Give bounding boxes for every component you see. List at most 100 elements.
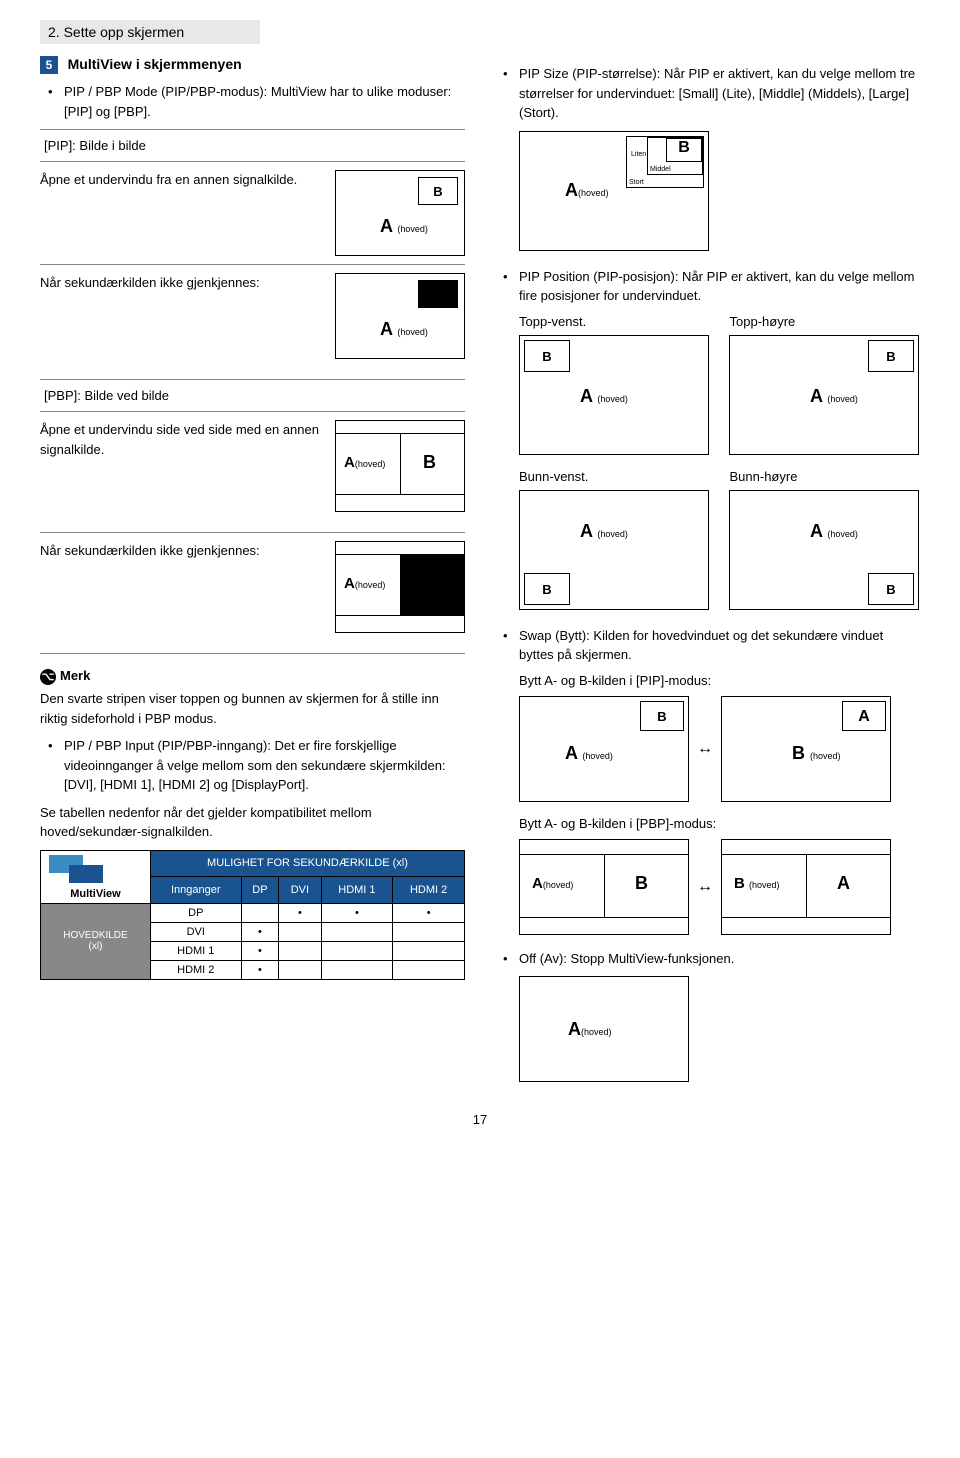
b-label: B (886, 582, 895, 597)
pos-bl-diagram: A (hoved) B (519, 490, 709, 610)
table-cell (393, 960, 465, 979)
b-label: B (542, 349, 551, 364)
middel-label: Middel (650, 166, 671, 173)
b-label: B (542, 582, 551, 597)
b-label: B (657, 709, 666, 724)
liten-label: Liten (631, 151, 646, 158)
pip-diagram-nosource: A (hoved) (335, 273, 465, 359)
pos-bl-label: Bunn-venst. (519, 469, 710, 484)
swap-pip-a: B A (hoved) (519, 696, 689, 802)
pos-tl-label: Topp-venst. (519, 314, 710, 329)
swap-arrow: ↔ (697, 878, 713, 896)
a-label: A (568, 1019, 581, 1039)
note-icon: ⌥ (40, 669, 56, 685)
a-label: A (810, 521, 822, 541)
swap-arrow: ↔ (697, 740, 713, 758)
col-hdmi1: HDMI 1 (321, 877, 393, 904)
col-dp: DP (241, 877, 279, 904)
step-row: 5 MultiView i skjermmenyen (40, 56, 465, 74)
hoved-label: (hoved) (543, 880, 574, 890)
table-cell (279, 922, 321, 941)
table-cell (279, 941, 321, 960)
note-body: Den svarte stripen viser toppen og bunne… (40, 689, 465, 728)
compat-intro: Se tabellen nedenfor når det gjelder kom… (40, 803, 465, 842)
hoved-label: (hoved) (597, 394, 628, 404)
note-title: Merk (60, 668, 90, 683)
pos-tr-label: Topp-høyre (730, 314, 921, 329)
compat-table: MultiView MULIGHET FOR SEKUNDÆRKILDE (xl… (40, 850, 465, 980)
hoved-label: (hoved) (597, 529, 628, 539)
table-cell: • (279, 903, 321, 922)
a-label: A (380, 319, 392, 339)
note-heading: ⌥ Merk (40, 668, 465, 685)
pos-br-label: Bunn-høyre (730, 469, 921, 484)
table-cell: • (241, 960, 279, 979)
row-name: HDMI 2 (150, 960, 241, 979)
hoved-label: (hoved) (827, 529, 858, 539)
b-label: B (423, 452, 436, 473)
step-badge: 5 (40, 56, 58, 74)
a-label: A (810, 386, 822, 406)
table-cell: • (321, 903, 393, 922)
table-cell (279, 960, 321, 979)
pbp-input-text: PIP / PBP Input (PIP/PBP-inngang): Det e… (40, 736, 465, 795)
a-label: A (837, 873, 850, 894)
swap-pbp-b: B (hoved) A (721, 839, 891, 935)
swap-pbp-label: Bytt A- og B-kilden i [PBP]-modus: (519, 816, 920, 831)
step-title: MultiView i skjermmenyen (68, 56, 242, 72)
table-cell (321, 960, 393, 979)
a-label: A (565, 743, 577, 763)
hoved-label: (hoved) (397, 327, 428, 337)
swap-text: Swap (Bytt): Kilden for hovedvinduet og … (495, 626, 920, 665)
a-label: A (580, 521, 592, 541)
a-label: A (580, 386, 592, 406)
pip-diagram-normal: B A (hoved) (335, 170, 465, 256)
section-header: 2. Sette opp skjermen (40, 20, 260, 44)
table-cell (241, 903, 279, 922)
row-name: DP (150, 903, 241, 922)
table-cell: • (241, 941, 279, 960)
table-cell: • (393, 903, 465, 922)
right-column: PIP Size (PIP-størrelse): Når PIP er akt… (495, 56, 920, 1082)
a-label: A (380, 216, 392, 236)
a-label: A (858, 708, 870, 725)
innganger-header: Innganger (150, 877, 241, 904)
b-label: B (734, 875, 745, 892)
b-label: B (792, 743, 805, 763)
pbp-diagram-nosource: A(hoved) (335, 541, 465, 633)
open-subwindow-text: Åpne et undervindu fra en annen signalki… (40, 170, 325, 190)
a-label: A (532, 875, 543, 892)
b-label: B (433, 184, 442, 199)
hoved-label: (hoved) (749, 880, 780, 890)
pos-tr-diagram: B A (hoved) (729, 335, 919, 455)
b-label: B (886, 349, 895, 364)
off-text: Off (Av): Stopp MultiView-funksjonen. (495, 949, 920, 969)
swap-pip-b: A B (hoved) (721, 696, 891, 802)
table-cell: • (241, 922, 279, 941)
hoved-label: (hoved) (355, 580, 386, 590)
no-source-text: Når sekundærkilden ikke gjenkjennes: (40, 273, 325, 293)
pip-pbp-mode-text: PIP / PBP Mode (PIP/PBP-modus): MultiVie… (40, 82, 465, 121)
hovedkilde-label: HOVEDKILDE (45, 930, 146, 941)
hoved-label: (hoved) (355, 459, 386, 469)
row-name: HDMI 1 (150, 941, 241, 960)
pbp-label: [PBP]: Bilde ved bilde (44, 388, 465, 403)
page-number: 17 (40, 1112, 920, 1127)
table-header: MULIGHET FOR SEKUNDÆRKILDE (xl) (150, 850, 464, 877)
a-label: A (344, 454, 355, 471)
multiview-cell: MultiView (45, 888, 146, 900)
off-diagram: A(hoved) (519, 976, 689, 1082)
b-label: B (635, 873, 648, 894)
a-label: A (344, 575, 355, 592)
no-source-text-2: Når sekundærkilden ikke gjenkjennes: (40, 541, 325, 561)
hoved-label: (hoved) (397, 224, 428, 234)
pos-tl-diagram: B A (hoved) (519, 335, 709, 455)
hoved-label: (hoved) (581, 1027, 612, 1037)
open-side-text: Åpne et undervindu side ved side med en … (40, 420, 325, 459)
pip-size-diagram: A(hoved) B Middel Liten Stort (519, 131, 709, 251)
row-name: DVI (150, 922, 241, 941)
hoved-label: (hoved) (810, 751, 841, 761)
pbp-diagram-normal: A(hoved) B (335, 420, 465, 512)
xl-label: (xl) (45, 941, 146, 952)
pip-size-text: PIP Size (PIP-størrelse): Når PIP er akt… (495, 64, 920, 123)
